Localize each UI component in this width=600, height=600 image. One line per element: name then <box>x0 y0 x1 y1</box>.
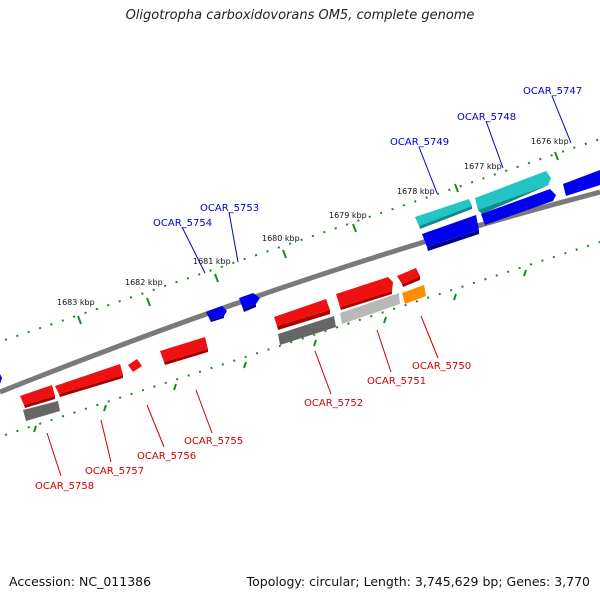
kbp-label: 1676 kbp <box>531 137 569 146</box>
gene-ocar-5754[interactable] <box>206 306 227 322</box>
gene-ocar-5757[interactable] <box>55 364 123 397</box>
genome-summary-text: Topology: circular; Length: 3,745,629 bp… <box>246 574 590 589</box>
gene-left-edge[interactable] <box>0 374 2 384</box>
gene-label-ocar-5749[interactable]: OCAR_5749 <box>390 137 449 148</box>
gene-ocar-5748[interactable] <box>475 171 551 214</box>
kbp-label: 1679 kbp <box>329 211 367 220</box>
gene-ocar-5756[interactable] <box>128 359 142 372</box>
kbp-labels: 1676 kbp 1677 kbp 1678 kbp 1679 kbp 1680… <box>57 137 569 307</box>
gene-label-ocar-5756[interactable]: OCAR_5756 <box>137 451 196 462</box>
gene-label-ocar-5747[interactable]: OCAR_5747 <box>523 86 582 97</box>
gene-ocar-5752[interactable] <box>274 299 336 345</box>
reverse-tick-track <box>4 241 600 436</box>
gene-ocar-5749[interactable] <box>415 199 472 229</box>
kbp-label: 1678 kbp <box>397 187 435 196</box>
gene-label-ocar-5748[interactable]: OCAR_5748 <box>457 112 516 123</box>
kbp-label: 1681 kbp <box>193 257 231 266</box>
gene-ocar-5751[interactable] <box>336 277 400 324</box>
gene-label-ocar-5751[interactable]: OCAR_5751 <box>367 376 426 387</box>
gene-ocar-5747[interactable] <box>563 170 600 196</box>
gene-ocar-5749b[interactable] <box>422 215 479 251</box>
gene-label-ocar-5757[interactable]: OCAR_5757 <box>85 466 144 477</box>
gene-ocar-5747b[interactable] <box>481 189 556 225</box>
map-title: Oligotropha carboxidovorans OM5, complet… <box>125 8 475 23</box>
kbp-label: 1680 kbp <box>262 234 300 243</box>
reverse-gene-labels: OCAR_5750 OCAR_5751 OCAR_5752 OCAR_5755 … <box>35 315 471 492</box>
forward-gene-labels: OCAR_5747 OCAR_5748 OCAR_5749 OCAR_5753 … <box>153 86 582 274</box>
gene-ocar-5753[interactable] <box>239 293 260 312</box>
kbp-label: 1682 kbp <box>125 278 163 287</box>
kbp-label: 1683 kbp <box>57 298 95 307</box>
gene-label-ocar-5755[interactable]: OCAR_5755 <box>184 436 243 447</box>
forward-genes <box>0 170 600 384</box>
reverse-genes <box>20 268 426 421</box>
kbp-label: 1677 kbp <box>464 162 502 171</box>
gene-ocar-5758[interactable] <box>20 385 60 421</box>
gene-label-ocar-5754[interactable]: OCAR_5754 <box>153 218 212 229</box>
gene-ocar-5750-pair[interactable] <box>397 268 426 304</box>
genome-backbone <box>0 189 600 395</box>
gene-ocar-5755[interactable] <box>160 337 208 365</box>
gene-label-ocar-5752[interactable]: OCAR_5752 <box>304 398 363 409</box>
accession-text: Accession: NC_011386 <box>9 574 152 589</box>
forward-tick-track <box>4 138 600 341</box>
gene-label-ocar-5750[interactable]: OCAR_5750 <box>412 361 471 372</box>
gene-label-ocar-5753[interactable]: OCAR_5753 <box>200 203 259 214</box>
gene-label-ocar-5758[interactable]: OCAR_5758 <box>35 481 94 492</box>
